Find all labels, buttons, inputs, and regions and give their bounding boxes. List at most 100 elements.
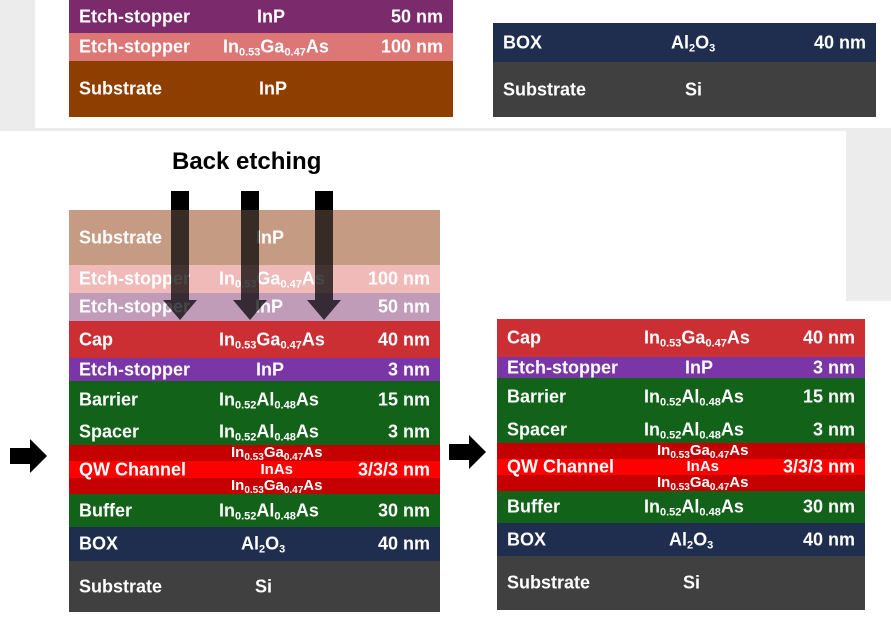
layer-material: In0.52Al0.48As [644, 419, 744, 441]
layer-substrate-si: Substrate Si [497, 556, 865, 610]
layer-name: Buffer [79, 500, 132, 520]
layer-thickness: 3/3/3 nm [357, 459, 430, 479]
layer-thickness: 3 nm [387, 359, 430, 379]
layer-name: Spacer [79, 421, 140, 441]
layer-thickness: 40 nm [802, 327, 855, 348]
layer-material: InP [255, 296, 284, 317]
layer-material: Al2O3 [669, 529, 714, 551]
layer-cap: Cap In0.53Ga0.47As 40 nm [497, 319, 865, 357]
layer-barrier: Barrier In0.52Al0.48As 15 nm [497, 378, 865, 416]
qw-material-line: InAs [260, 460, 293, 478]
layer-material: In0.52Al0.48As [219, 421, 319, 443]
layer-thickness: 40 nm [802, 529, 855, 549]
qw-material-line: In0.53Ga0.47As [231, 477, 323, 497]
layer-material: In0.52Al0.48As [219, 389, 319, 411]
layer-material: In0.53Ga0.47As [223, 36, 329, 59]
final-stack: Cap In0.53Ga0.47As 40 nm Etch-stopper In… [497, 319, 865, 610]
layer-material: Si [685, 79, 703, 99]
layer-material: Si [255, 576, 273, 596]
qw-material-line: In0.53Ga0.47As [231, 444, 323, 463]
layer-box: BOX Al2O3 40 nm [493, 23, 876, 62]
layer-name: Spacer [507, 419, 568, 439]
layer-name: Cap [79, 329, 114, 349]
layer-name: QW Channel [507, 456, 614, 477]
layer-thickness: 30 nm [802, 496, 855, 517]
layer-buffer: Buffer In0.52Al0.48As 30 nm [69, 494, 440, 527]
layer-thickness: 40 nm [377, 533, 430, 554]
layer-name: BOX [507, 529, 547, 549]
layer-thickness: 100 nm [380, 36, 443, 57]
layer-material: Al2O3 [671, 32, 716, 54]
layer-material: InP [685, 357, 714, 377]
layer-thickness: 3 nm [387, 421, 430, 441]
layer-etch-stopper-inp: Etch-stopper InP 50 nm [69, 0, 453, 33]
layer-name: Barrier [507, 386, 567, 407]
layer-name: Buffer [507, 496, 560, 517]
layer-thickness: 100 nm [367, 268, 430, 289]
layer-box: BOX Al2O3 40 nm [69, 527, 440, 561]
top-left-wafer: Etch-stopper InP 50 nm Etch-stopper In0.… [69, 0, 453, 117]
layer-box: BOX Al2O3 40 nm [497, 523, 865, 556]
layer-thickness: 15 nm [802, 386, 855, 407]
layer-name: QW Channel [79, 459, 186, 479]
qw-material-line: In0.53Ga0.47As [657, 442, 749, 461]
layer-thickness: 40 nm [813, 32, 866, 52]
layer-qw-channel: QW Channel In0.53Ga0.47As InAs In0.53Ga0.4… [497, 442, 865, 494]
layer-material: In0.53Ga0.47As [219, 329, 325, 351]
layer-name: Substrate [503, 79, 587, 99]
layer-name: Etch-stopper [79, 296, 191, 317]
top-right-wafer: BOX Al2O3 40 nm Substrate Si [493, 23, 876, 117]
layer-material: InP [256, 359, 285, 379]
layer-material: Al2O3 [241, 533, 286, 556]
layer-name: Substrate [79, 227, 163, 247]
layer-thickness: 40 nm [377, 329, 430, 349]
qw-materials: In0.53Ga0.47As InAs In0.53Ga0.47As [657, 442, 749, 494]
layer-thickness: 15 nm [377, 389, 430, 409]
layer-material: Si [683, 572, 701, 593]
layer-name: BOX [503, 32, 543, 52]
layer-material: InP [256, 227, 285, 247]
layer-name: Etch-stopper [79, 36, 191, 57]
layer-name: Substrate [79, 78, 163, 99]
bonded-stack: Substrate InP Etch-stopper In0.53Ga0.47A… [69, 210, 440, 612]
layer-name: Etch-stopper [79, 268, 191, 289]
layer-name: Cap [507, 327, 542, 348]
layer-name: Substrate [79, 576, 163, 596]
layer-material: In0.52Al0.48As [644, 496, 744, 519]
layer-etch-stopper-thin: Etch-stopper InP 3 nm [497, 357, 865, 378]
layer-thickness: 50 nm [377, 296, 430, 317]
layer-thickness: 3 nm [812, 357, 855, 377]
layer-name: Substrate [507, 572, 591, 593]
layer-name: Etch-stopper [79, 359, 191, 379]
layer-barrier: Barrier In0.52Al0.48As 15 nm [69, 381, 440, 418]
layer-name: Barrier [79, 389, 139, 409]
layer-thickness: 3/3/3 nm [782, 456, 855, 477]
layer-material: In0.52Al0.48As [644, 386, 744, 409]
layer-buffer: Buffer In0.52Al0.48As 30 nm [497, 491, 865, 523]
qw-material-line: In0.53Ga0.47As [657, 474, 749, 494]
qw-materials: In0.53Ga0.47As InAs In0.53Ga0.47As [231, 444, 323, 497]
layer-etch-stopper-thin: Etch-stopper InP 3 nm [69, 358, 440, 381]
layer-name: BOX [79, 533, 119, 554]
qw-material-line: InAs [686, 458, 719, 476]
layer-qw-channel: QW Channel In0.53Ga0.47As InAs In0.53Ga0.4… [69, 444, 440, 497]
layer-material: In0.52Al0.48As [219, 500, 319, 522]
layer-substrate-si: Substrate Si [493, 62, 876, 117]
layer-etch-stopper-inp-faded: Etch-stopper InP 50 nm [69, 293, 440, 321]
layer-spacer: Spacer In0.52Al0.48As 3 nm [497, 416, 865, 443]
layer-name: Etch-stopper [507, 357, 619, 377]
layer-material: In0.53Ga0.47As [219, 268, 325, 291]
layer-spacer: Spacer In0.52Al0.48As 3 nm [69, 418, 440, 445]
layer-material: InP [257, 6, 286, 26]
layer-thickness: 50 nm [390, 6, 443, 26]
layer-material: InP [259, 78, 288, 99]
layer-material: In0.53Ga0.47As [644, 327, 750, 350]
layer-name: Etch-stopper [79, 6, 191, 26]
layer-thickness: 3 nm [812, 419, 855, 439]
back-etching-title: Back etching [172, 148, 322, 175]
layer-cap: Cap In0.53Ga0.47As 40 nm [69, 321, 440, 358]
layer-etch-stopper-ingaas: Etch-stopper In0.53Ga0.47As 100 nm [69, 33, 453, 61]
layer-substrate-inp: Substrate InP [69, 61, 453, 117]
layer-thickness: 30 nm [377, 500, 430, 520]
layer-substrate-si: Substrate Si [69, 561, 440, 612]
